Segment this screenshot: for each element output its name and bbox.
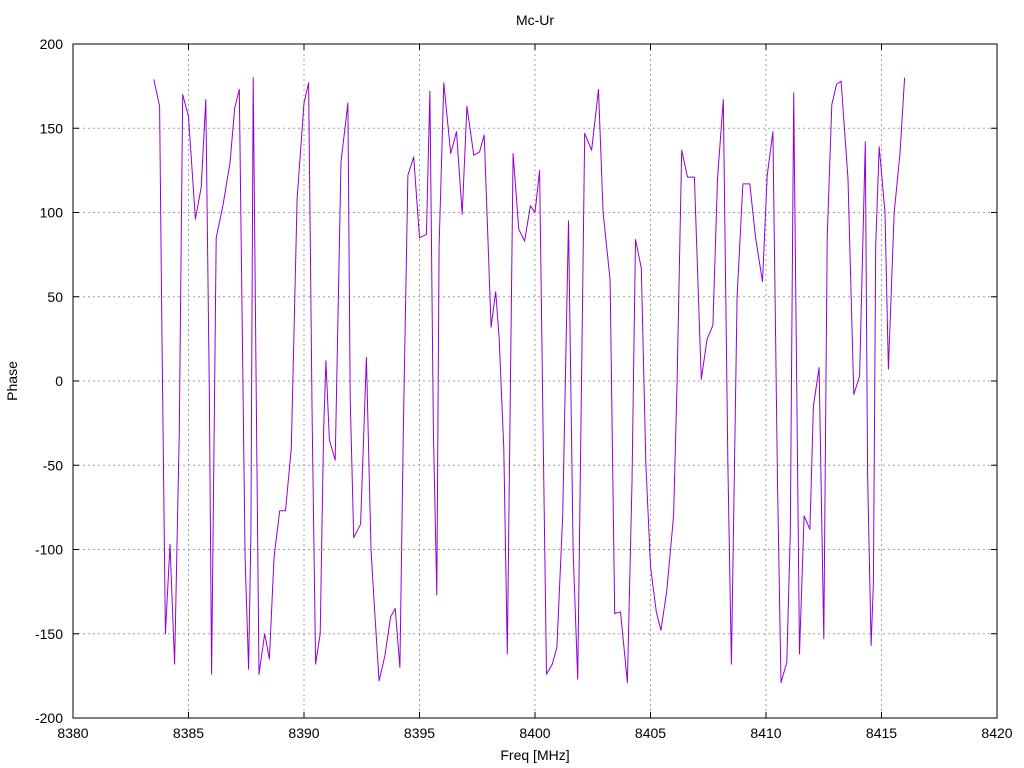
x-tick-label: 8385 (173, 725, 204, 741)
x-tick-label: 8400 (519, 725, 550, 741)
chart-title: Mc-Ur (516, 12, 554, 28)
y-tick-label: 50 (47, 289, 63, 305)
x-axis-label: Freq [MHz] (500, 747, 569, 763)
x-tick-label: 8415 (866, 725, 897, 741)
y-axis-label: Phase (4, 361, 20, 401)
y-tick-label: 100 (40, 205, 64, 221)
series-layer (153, 77, 906, 684)
y-tick-label: -200 (35, 710, 63, 726)
x-tick-label: 8410 (750, 725, 781, 741)
x-tick-label: 8395 (404, 725, 435, 741)
y-tick-label: -50 (43, 457, 63, 473)
x-tick-label: 8380 (57, 725, 88, 741)
y-tick-label: -100 (35, 542, 63, 558)
y-tick-label: 150 (40, 120, 64, 136)
x-tick-label: 8390 (288, 725, 319, 741)
y-tick-label: -150 (35, 626, 63, 642)
axis-ticks: 8380 8385 8390 8395 8400 8405 8410 8415 8420 -200… (35, 36, 1013, 741)
x-tick-label: 8405 (635, 725, 666, 741)
y-tick-label: 0 (55, 373, 63, 389)
y-tick-label: 200 (40, 36, 64, 52)
x-tick-label: 8420 (981, 725, 1012, 741)
grid (73, 44, 997, 718)
phase-series-line (153, 77, 906, 684)
